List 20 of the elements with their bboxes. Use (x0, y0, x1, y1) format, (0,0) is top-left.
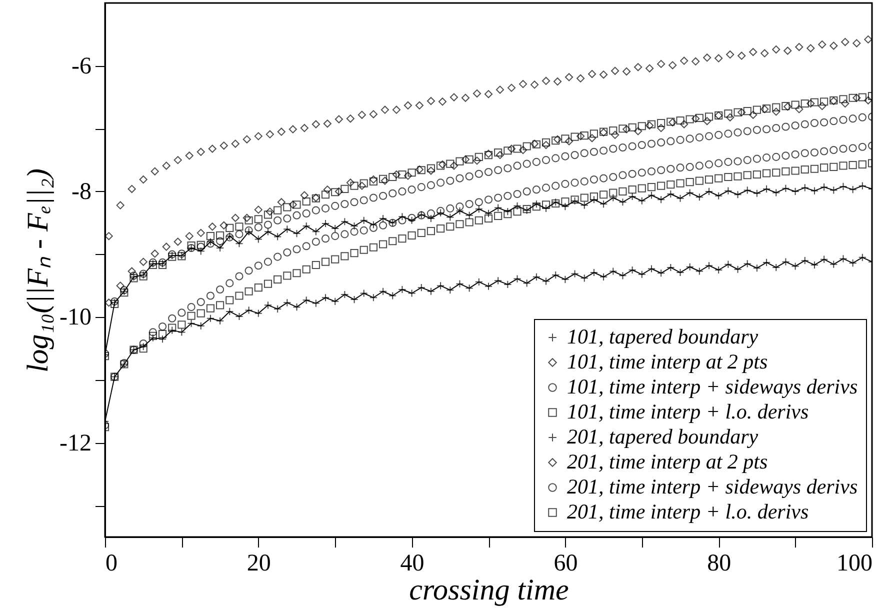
x-tick-label: 100 (836, 550, 872, 576)
x-tick-label: 0 (106, 550, 118, 576)
x-tick-label: 60 (554, 550, 578, 576)
legend-label: 101, time interp at 2 pts (567, 350, 768, 374)
legend-label: 201, time interp + sideways derivs (567, 474, 858, 498)
x-axis-title: crossing time (409, 574, 569, 606)
legend-label: 201, time interp + l.o. derivs (567, 500, 809, 524)
x-tick-label: 20 (246, 550, 271, 576)
y-tick-label: -8 (72, 178, 92, 205)
y-tick-label: -6 (72, 53, 92, 80)
legend-label: 101, time interp + l.o. derivs (567, 400, 809, 424)
legend-label: 101, tapered boundary (567, 324, 759, 348)
y-axis-title: log₁₀(||Fₙ - Fₑ||₂) (22, 168, 55, 373)
y-tick-label: -10 (60, 304, 92, 331)
y-tick-label: -12 (60, 430, 92, 456)
legend-label: 201, time interp at 2 pts (567, 450, 768, 474)
legend-label: 201, tapered boundary (567, 424, 759, 448)
x-tick-label: 80 (707, 550, 732, 576)
x-tick-label: 40 (400, 550, 424, 576)
legend-label: 101, time interp + sideways derivs (567, 374, 858, 398)
